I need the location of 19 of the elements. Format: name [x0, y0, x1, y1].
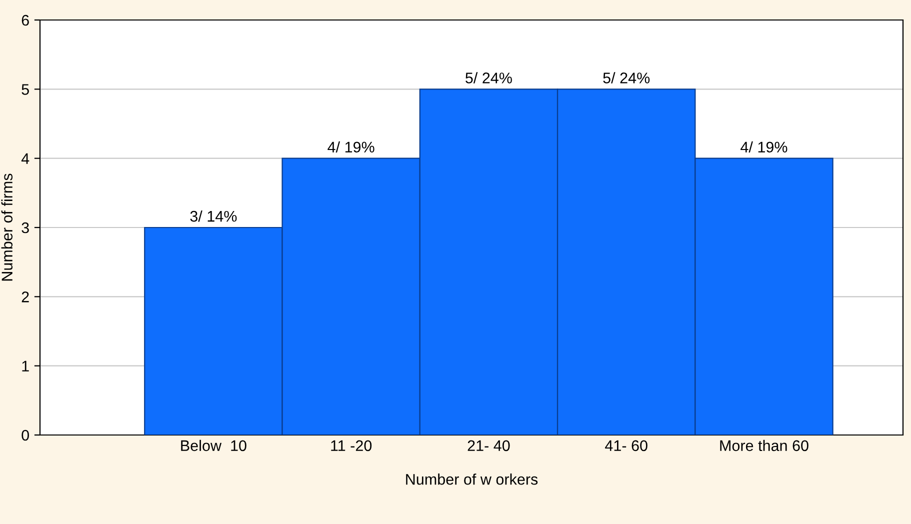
- y-tick-label: 3: [22, 222, 29, 234]
- data-label: 3/ 14%: [190, 210, 237, 222]
- y-axis-title: Number of firms: [1, 174, 13, 281]
- y-tick-label: 1: [22, 360, 29, 372]
- y-tick-label: 5: [22, 84, 29, 95]
- x-tick-label: 21- 40: [468, 440, 510, 452]
- x-tick-label: 41- 60: [605, 440, 648, 452]
- y-tick-label: 2: [22, 292, 29, 302]
- y-tick-label: 6: [22, 14, 29, 26]
- x-tick-label: Below 10: [181, 440, 246, 452]
- data-label: 5/ 24%: [603, 72, 650, 84]
- y-tick-label: 0: [22, 430, 29, 441]
- data-label: 4/ 19%: [740, 141, 788, 153]
- x-tick-label: More than 60: [720, 440, 808, 452]
- data-label: 5/ 24%: [466, 72, 512, 84]
- data-label: 4/ 19%: [328, 141, 374, 153]
- x-axis-title: Number of w orkers: [406, 474, 538, 485]
- y-tick-label: 4: [21, 153, 30, 164]
- x-tick-label: 11 -20: [331, 440, 372, 452]
